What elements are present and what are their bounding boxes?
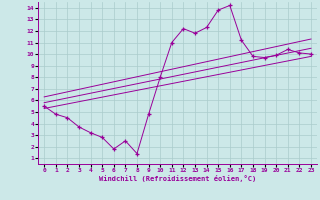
X-axis label: Windchill (Refroidissement éolien,°C): Windchill (Refroidissement éolien,°C)	[99, 175, 256, 182]
